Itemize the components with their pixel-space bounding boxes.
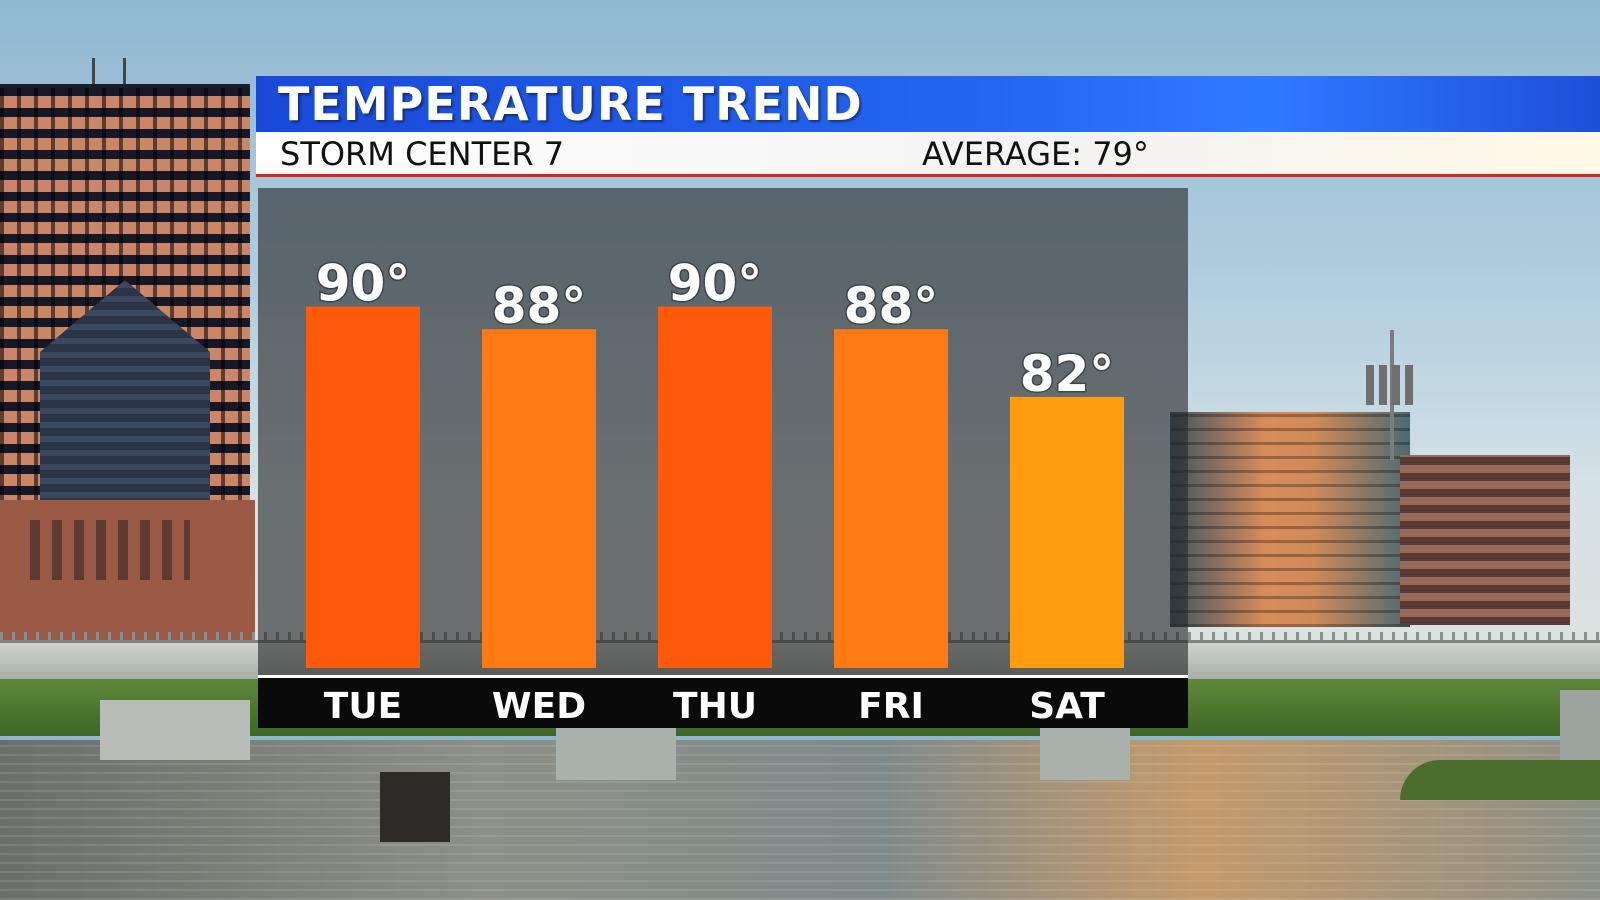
river-post — [380, 772, 450, 842]
value-label-sat: 82° — [1020, 345, 1115, 403]
bridge-pier — [100, 700, 250, 760]
glass-building-floors — [1170, 412, 1410, 627]
bar-sat — [1010, 396, 1124, 668]
day-label-tue: TUE — [324, 686, 402, 727]
brick-tower-right — [1400, 455, 1570, 625]
value-label-wed: 88° — [492, 277, 587, 335]
subtitle-banner — [256, 132, 1600, 177]
temperature-bar-chart: 90° TUE 88° WED 90° THU 88° FRI 82° SAT — [306, 253, 1124, 727]
bar-fri — [834, 329, 948, 668]
day-label-sat: SAT — [1029, 686, 1105, 727]
chart-baseline — [258, 675, 1188, 678]
value-label-fri: 88° — [844, 277, 939, 335]
bar-wed — [482, 329, 596, 668]
river-water — [0, 740, 1600, 900]
value-label-thu: 90° — [668, 255, 763, 313]
glass-building — [1170, 412, 1410, 627]
radio-tower-antennas — [1366, 365, 1418, 405]
day-label-thu: THU — [673, 686, 757, 727]
day-label-wed: WED — [492, 686, 586, 727]
rooftop-antenna — [92, 58, 126, 88]
bridge-pier — [1560, 690, 1600, 770]
brick-building-windows — [30, 520, 190, 580]
average-temperature: AVERAGE: 79° — [922, 135, 1149, 173]
station-name: STORM CENTER 7 — [280, 135, 565, 173]
chart-title: TEMPERATURE TREND — [278, 77, 863, 131]
day-label-fri: FRI — [858, 686, 924, 727]
title-banner — [256, 76, 1600, 132]
value-label-tue: 90° — [316, 255, 411, 313]
day-label-strip — [258, 678, 1188, 728]
bar-thu — [658, 306, 772, 668]
shoreline — [1400, 760, 1600, 800]
bar-tue — [306, 306, 420, 668]
